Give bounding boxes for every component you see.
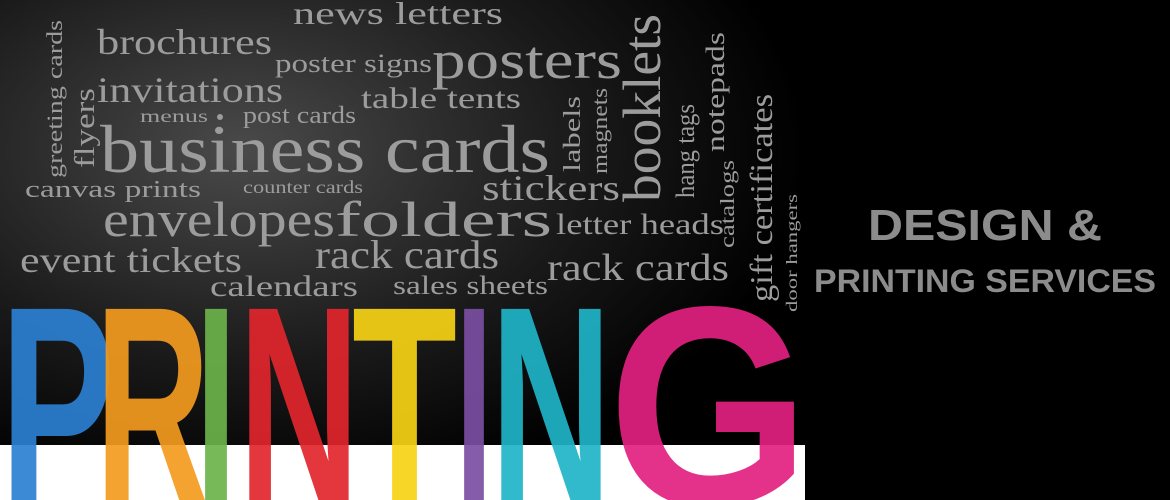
cloud-word: booklets <box>612 14 672 202</box>
cloud-word: greeting cards <box>42 20 67 178</box>
cloud-word: rack cards <box>547 247 729 289</box>
logo-base <box>0 445 805 500</box>
logo: PRI NTING <box>0 248 810 500</box>
logo-letter: P <box>0 248 115 500</box>
cloud-word: door hangers <box>784 194 801 312</box>
cloud-word: brochures <box>97 22 272 62</box>
logo-letter: T <box>352 248 457 500</box>
logo-letter: R <box>95 248 210 500</box>
logo-letter: G <box>608 248 810 500</box>
cloud-word: event tickets <box>20 240 242 280</box>
cloud-word: folders <box>335 191 552 247</box>
cloud-word: news letters <box>293 0 503 31</box>
cloud-word: rack cards <box>315 232 499 277</box>
cloud-word: flyers <box>70 88 101 168</box>
tagline-line2: PRINTING SERVICES <box>814 263 1156 299</box>
tagline-line1: DESIGN & <box>868 201 1102 250</box>
cloud-word: counter cards <box>243 177 363 197</box>
logo-letter: N <box>490 248 612 500</box>
logo-letter: I <box>455 248 493 500</box>
cloud-word: labels <box>560 96 586 172</box>
cloud-word: invitations <box>97 70 283 110</box>
cloud-word: envelopes <box>103 191 335 247</box>
cloud-word: canvas prints <box>25 177 201 203</box>
cloud-word: magnets <box>587 88 612 174</box>
logo-letter: N <box>238 248 360 500</box>
cloud-word: poster signs <box>275 49 432 78</box>
cloud-word: business cards <box>100 111 550 187</box>
cloud-background <box>0 0 805 500</box>
cloud-word: posters <box>432 30 622 90</box>
cloud-word: stickers <box>482 168 620 208</box>
logo-letter: I <box>195 248 237 500</box>
cloud-word: calendars <box>210 270 358 303</box>
cloud-word: post cards <box>243 103 356 129</box>
cloud-word: letter heads <box>556 208 724 241</box>
cloud-word: hang tags <box>671 104 700 198</box>
cloud-word: table tents <box>361 82 521 115</box>
cloud-word: catalogs <box>717 160 739 248</box>
bullet <box>217 114 223 120</box>
cloud-word: gift certificates <box>743 94 779 302</box>
cloud-word: notepads <box>701 32 730 152</box>
cloud-word: menus <box>140 106 208 126</box>
cloud-word: sales sheets <box>393 271 548 300</box>
